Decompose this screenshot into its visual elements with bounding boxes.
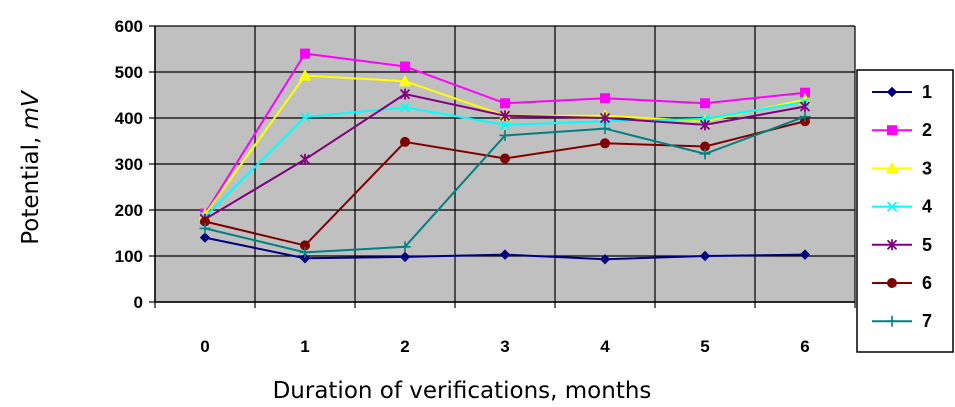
- series-layer: [198, 48, 812, 265]
- x-tick-label: 5: [700, 337, 709, 356]
- data-point-1: [599, 254, 611, 265]
- data-point-3: [398, 74, 412, 87]
- legend-marker: [887, 125, 897, 136]
- data-point-1: [399, 251, 411, 263]
- x-axis-title: Duration of verifications, months: [273, 378, 652, 404]
- y-axis-title-text: Potential,: [18, 129, 44, 244]
- legend-marker: [886, 86, 898, 98]
- y-tick-label: 500: [115, 63, 143, 82]
- legend-marker: [886, 315, 898, 327]
- legend-box: [856, 69, 954, 353]
- x-tick-label: 1: [300, 337, 309, 356]
- legend-item-4: 4: [872, 197, 932, 217]
- axes: [149, 25, 856, 308]
- data-point-7: [699, 148, 711, 160]
- data-point-7: [799, 111, 811, 123]
- legend-item-5: 5: [872, 235, 932, 255]
- data-point-7: [399, 241, 411, 253]
- data-point-4: [399, 102, 411, 113]
- y-tick-label: 200: [115, 201, 143, 220]
- y-axis-title-unit: mV: [18, 89, 44, 129]
- data-point-2: [300, 48, 310, 59]
- x-tick-label: 4: [600, 337, 610, 356]
- x-tick-label: 2: [400, 337, 409, 356]
- data-point-1: [199, 232, 211, 243]
- data-point-6: [600, 138, 610, 149]
- data-point-1: [699, 250, 711, 262]
- tick-labels: 0 100 200 300 400 500 600 0 1 2 3 4 5 6: [115, 17, 810, 356]
- data-point-7: [299, 246, 311, 258]
- series-6: [200, 116, 810, 251]
- data-point-1: [499, 249, 511, 260]
- legend-label: 1: [922, 82, 932, 102]
- legend-label: 2: [922, 120, 932, 140]
- data-point-6: [500, 153, 510, 164]
- legend-label: 7: [922, 311, 932, 331]
- data-point-5: [799, 101, 811, 112]
- y-tick-label: 400: [115, 109, 143, 128]
- legend-item-1: 1: [872, 82, 932, 102]
- legend-item-3: 3: [872, 158, 932, 178]
- data-point-7: [599, 123, 611, 135]
- legend: 1 2 3 4 5 6 7: [856, 69, 954, 353]
- data-point-4: [499, 119, 511, 131]
- series-7: [199, 111, 811, 258]
- data-point-5: [499, 110, 511, 122]
- data-point-6: [400, 136, 410, 147]
- legend-marker: [885, 161, 899, 174]
- legend-label: 4: [922, 197, 932, 217]
- series-1: [199, 232, 811, 265]
- data-point-5: [699, 119, 711, 131]
- x-tick-label: 3: [500, 337, 509, 356]
- data-point-2: [600, 93, 610, 104]
- y-tick-label: 0: [134, 293, 143, 312]
- data-point-2: [400, 61, 410, 72]
- data-point-2: [700, 98, 710, 109]
- x-tick-label: 0: [200, 337, 209, 356]
- legend-marker: [886, 201, 898, 212]
- data-point-5: [599, 112, 611, 124]
- legend-label: 3: [922, 158, 932, 178]
- legend-marker: [886, 239, 898, 251]
- data-point-1: [799, 249, 811, 260]
- y-tick-label: 600: [115, 17, 143, 36]
- legend-item-7: 7: [872, 311, 932, 331]
- data-point-2: [500, 98, 510, 109]
- y-tick-label: 100: [115, 247, 143, 266]
- data-point-3: [298, 69, 312, 81]
- x-tick-label: 6: [800, 337, 809, 356]
- legend-marker: [887, 278, 897, 288]
- data-point-5: [399, 88, 411, 100]
- legend-item-2: 2: [872, 120, 932, 140]
- y-tick-label: 300: [115, 155, 143, 174]
- data-point-1: [299, 253, 311, 264]
- data-point-5: [299, 153, 311, 165]
- y-axis-title: Potential, mV: [18, 89, 44, 245]
- legend-label: 6: [922, 273, 932, 293]
- data-point-4: [299, 111, 311, 123]
- legend-label: 5: [922, 235, 932, 255]
- data-point-7: [499, 129, 511, 141]
- legend-item-6: 6: [872, 273, 932, 293]
- data-point-7: [199, 222, 211, 234]
